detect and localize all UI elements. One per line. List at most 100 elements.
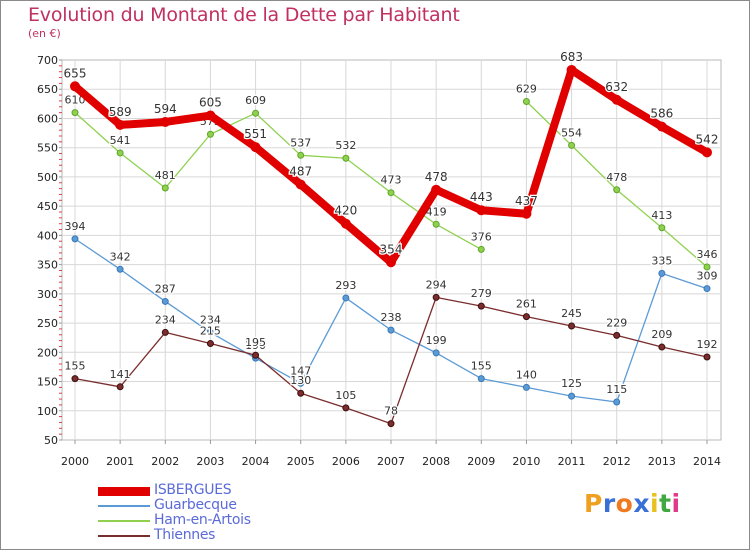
- data-point-guarbecque: [568, 392, 576, 400]
- x-tick-label: 2012: [603, 455, 631, 468]
- data-point-thiennes: [432, 293, 440, 301]
- data-point-thiennes: [252, 351, 260, 359]
- series-segment-ham-en-artois: [525, 100, 573, 147]
- y-tick-label: 450: [37, 200, 58, 213]
- data-label-isbergues: 605: [199, 96, 222, 110]
- series-segment-guarbecque: [390, 329, 437, 354]
- data-point-thiennes: [342, 404, 350, 412]
- x-tick-label: 2014: [693, 455, 721, 468]
- data-label-thiennes: 229: [606, 316, 627, 329]
- x-tick-label: 2004: [242, 455, 270, 468]
- x-tick-label: 2008: [422, 455, 450, 468]
- legend-label: ISBERGUES: [154, 482, 232, 498]
- data-label-thiennes: 155: [65, 360, 86, 373]
- data-point-guarbecque: [477, 375, 485, 383]
- data-point-isbergues: [295, 179, 306, 190]
- data-point-isbergues: [115, 119, 126, 130]
- data-label-ham-en-artois: 481: [155, 169, 176, 182]
- data-point-guarbecque: [116, 265, 124, 273]
- data-label-guarbecque: 335: [651, 254, 672, 267]
- legend-swatch: [98, 520, 150, 522]
- data-point-thiennes: [522, 313, 530, 321]
- series-segment-guarbecque: [525, 386, 573, 397]
- data-label-isbergues: 542: [696, 132, 719, 146]
- data-point-guarbecque: [703, 285, 711, 293]
- data-point-ham-en-artois: [613, 186, 621, 194]
- data-point-ham-en-artois: [387, 189, 395, 197]
- legend-swatch: [98, 486, 150, 496]
- series-segment-ham-en-artois: [300, 154, 347, 159]
- data-label-ham-en-artois: 532: [335, 139, 356, 152]
- x-tick-label: 2010: [512, 455, 540, 468]
- data-point-ham-en-artois: [432, 220, 440, 228]
- data-label-guarbecque: 125: [561, 377, 582, 390]
- series-segment-thiennes: [390, 296, 437, 425]
- series-segment-guarbecque: [661, 272, 708, 290]
- data-point-thiennes: [297, 389, 305, 397]
- series-segment-thiennes: [164, 331, 212, 345]
- x-tick-label: 2009: [467, 455, 495, 468]
- series-segment-guarbecque: [300, 297, 347, 384]
- data-label-ham-en-artois: 473: [381, 174, 402, 187]
- data-label-thiennes: 105: [335, 389, 356, 402]
- data-point-ham-en-artois: [477, 245, 485, 253]
- data-label-guarbecque: 238: [381, 311, 402, 324]
- x-tick-label: 2007: [377, 455, 405, 468]
- data-point-isbergues: [702, 147, 712, 158]
- data-label-ham-en-artois: 419: [426, 205, 447, 218]
- x-tick-label: 2011: [558, 455, 586, 468]
- y-tick-label: 700: [37, 54, 58, 67]
- data-label-guarbecque: 394: [65, 220, 86, 233]
- series-segment-thiennes: [119, 331, 166, 388]
- data-label-guarbecque: 140: [516, 368, 537, 381]
- series-segment-thiennes: [254, 354, 302, 394]
- data-label-isbergues: 478: [425, 170, 448, 184]
- series-segment-isbergues: [477, 206, 531, 218]
- data-point-isbergues: [656, 121, 667, 132]
- series-segment-ham-en-artois: [661, 227, 708, 268]
- data-label-thiennes: 209: [651, 328, 672, 341]
- data-label-isbergues: 586: [650, 107, 673, 121]
- y-tick-label: 150: [37, 376, 58, 389]
- data-point-ham-en-artois: [522, 98, 530, 106]
- series-segment-ham-en-artois: [209, 112, 257, 135]
- data-label-ham-en-artois: 478: [606, 171, 627, 184]
- proxiti-logo: Proxiti: [584, 489, 681, 518]
- series-segment-guarbecque: [74, 238, 121, 270]
- y-tick-label: 600: [37, 112, 58, 125]
- data-label-guarbecque: 234: [200, 313, 221, 326]
- data-point-ham-en-artois: [252, 109, 260, 117]
- series-segment-ham-en-artois: [390, 192, 437, 225]
- x-tick-label: 2001: [106, 455, 134, 468]
- logo-letter: x: [633, 489, 650, 518]
- data-label-thiennes: 245: [561, 307, 582, 320]
- logo-letter: P: [584, 489, 603, 518]
- series-segment-guarbecque: [119, 268, 166, 303]
- series-segment-thiennes: [570, 325, 618, 337]
- series-segment-thiennes: [209, 342, 257, 356]
- data-label-guarbecque: 293: [335, 279, 356, 292]
- series-segment-guarbecque: [616, 272, 663, 403]
- chart-unit: (en €): [28, 27, 61, 40]
- legend-label: Ham-en-Artois: [154, 512, 251, 528]
- y-tick-label: 300: [37, 288, 58, 301]
- data-label-isbergues: 437: [515, 194, 538, 208]
- data-point-ham-en-artois: [703, 263, 711, 271]
- y-tick-label: 400: [37, 229, 58, 242]
- data-label-isbergues: 487: [289, 165, 312, 179]
- data-point-guarbecque: [522, 383, 530, 391]
- data-label-guarbecque: 190: [245, 339, 266, 352]
- data-label-thiennes: 78: [384, 405, 398, 418]
- data-point-thiennes: [568, 322, 576, 330]
- x-tick-label: 2013: [648, 455, 676, 468]
- data-point-thiennes: [161, 328, 169, 336]
- data-label-thiennes: 279: [471, 287, 492, 300]
- data-label-guarbecque: 287: [155, 282, 176, 295]
- data-label-thiennes: 130: [290, 374, 311, 387]
- series-segment-isbergues: [387, 185, 441, 267]
- data-label-ham-en-artois: 554: [561, 126, 582, 139]
- legend-label: Guarbecque: [154, 497, 237, 513]
- y-tick-label: 250: [37, 317, 58, 330]
- data-point-thiennes: [116, 383, 124, 391]
